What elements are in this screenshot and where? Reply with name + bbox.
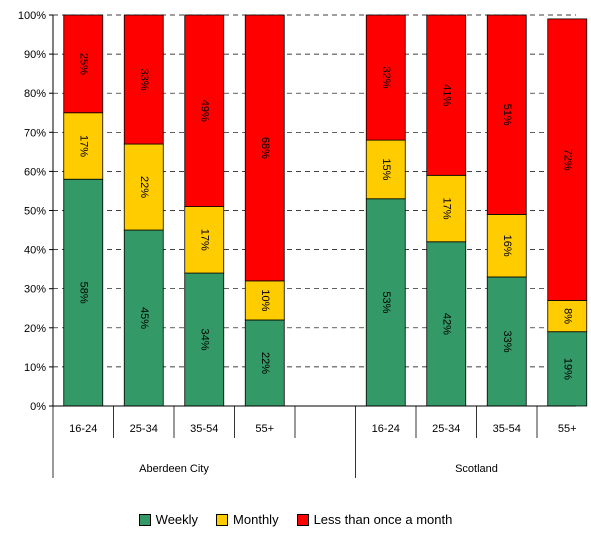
data-label: 49%	[198, 100, 210, 122]
legend-swatch	[138, 513, 151, 526]
data-label: 25%	[77, 53, 89, 75]
bar-segment	[244, 14, 285, 282]
data-label: 68%	[259, 137, 271, 159]
category-label: 25-34	[432, 423, 460, 435]
data-label: 16%	[501, 235, 513, 257]
data-label: 42%	[440, 313, 452, 335]
bar-segment	[365, 14, 406, 141]
y-tick-label: 0%	[30, 401, 46, 413]
data-label: 10%	[259, 289, 271, 311]
bar-segment	[123, 143, 164, 231]
data-label: 58%	[77, 282, 89, 304]
bar-segment	[547, 331, 588, 407]
category-label: 55+	[558, 423, 577, 435]
y-tick-label: 70%	[24, 127, 46, 139]
bar-segment	[244, 319, 285, 407]
bar-segment	[365, 198, 406, 407]
category-label: 35-54	[493, 423, 521, 435]
data-label: 53%	[380, 291, 392, 313]
y-tick-label: 10%	[24, 362, 46, 374]
category-label: 35-54	[190, 423, 218, 435]
data-label: 15%	[380, 158, 392, 180]
bar-segment	[184, 206, 225, 274]
bar-segment	[486, 214, 527, 278]
category-label: 55+	[255, 423, 274, 435]
y-tick-label: 40%	[24, 245, 46, 257]
legend-item: Weekly	[138, 512, 199, 527]
bar-segment	[244, 280, 285, 321]
y-tick-label: 90%	[24, 49, 46, 61]
y-tick-label: 60%	[24, 166, 46, 178]
legend-swatch	[216, 513, 229, 526]
y-tick-label: 100%	[18, 10, 46, 22]
legend: Weekly Monthly Less than once a month	[0, 512, 591, 527]
data-label: 33%	[501, 330, 513, 352]
data-label: 17%	[77, 135, 89, 157]
data-label: 45%	[138, 307, 150, 329]
data-label: 51%	[501, 104, 513, 126]
axes: 0% 10% 20% 30% 40% 50% 60% 70% 80% 90% 100% 16-24 25…	[18, 10, 577, 478]
bar-segment	[184, 14, 225, 207]
data-label: 41%	[440, 84, 452, 106]
bar-segment	[486, 276, 527, 407]
data-label: 22%	[259, 352, 271, 374]
data-label: 33%	[138, 68, 150, 90]
bar-segment	[486, 14, 527, 215]
data-label: 22%	[138, 176, 150, 198]
y-tick-label: 20%	[24, 323, 46, 335]
bar-segment	[426, 174, 467, 243]
group-label: Scotland	[455, 463, 498, 475]
data-label: 17%	[440, 198, 452, 220]
data-label: 19%	[561, 358, 573, 380]
y-tick-label: 30%	[24, 284, 46, 296]
y-tick-label: 50%	[24, 206, 46, 218]
group-label: Aberdeen City	[139, 463, 209, 475]
data-label: 8%	[561, 308, 573, 324]
category-label: 16-24	[69, 423, 97, 435]
data-label: 17%	[198, 229, 210, 251]
bars: 58% 17% 25% 45% 22% 33% 34% 17% 49% 22% 10% 68% 53% 1…	[63, 14, 588, 407]
legend-label: Less than once a month	[313, 512, 453, 527]
bar-segment	[63, 14, 104, 114]
legend-label: Weekly	[155, 512, 199, 527]
category-label: 25-34	[130, 423, 158, 435]
data-label: 72%	[561, 149, 573, 171]
bar-segment	[365, 139, 406, 200]
category-label: 16-24	[372, 423, 400, 435]
legend-item: Monthly	[216, 512, 279, 527]
data-label: 32%	[380, 67, 392, 89]
bar-segment	[426, 14, 467, 176]
legend-label: Monthly	[233, 512, 279, 527]
data-label: 34%	[198, 329, 210, 351]
bar-segment	[63, 178, 104, 407]
legend-swatch	[296, 513, 309, 526]
y-tick-label: 80%	[24, 88, 46, 100]
legend-item: Less than once a month	[296, 512, 453, 527]
bar-segment	[426, 241, 467, 407]
bar-segment	[123, 14, 164, 145]
bar-segment	[547, 18, 588, 301]
